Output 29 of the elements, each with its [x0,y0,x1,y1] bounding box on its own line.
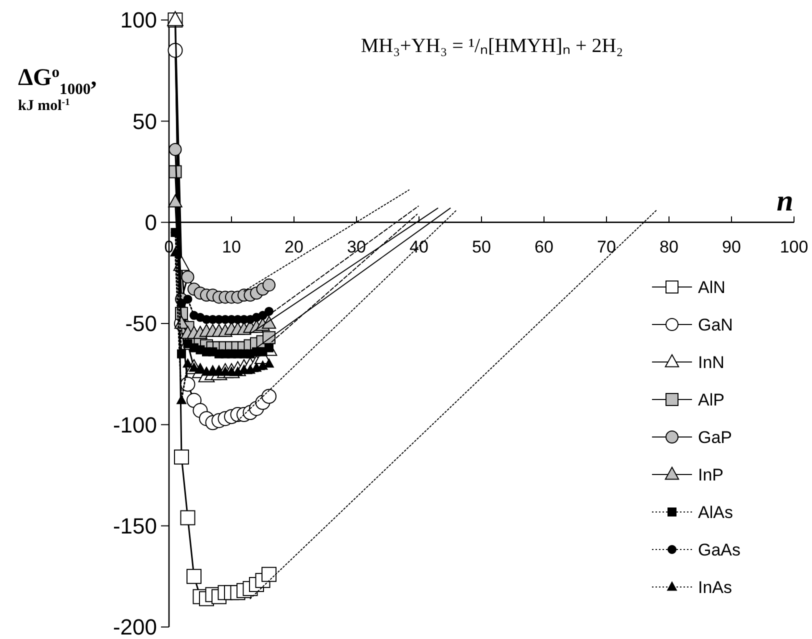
x-tick-label: 20 [284,237,304,256]
x-tick-label: 10 [222,237,241,256]
x-tick-label: 50 [472,237,491,256]
y-tick-label: 100 [120,8,157,33]
text: ΔG$^{o}$$_{1000}$, kJ mol$^{-1}$ [18,64,97,114]
legend-label: AlAs [698,502,733,522]
y-tick-label: 50 [132,108,157,134]
text: MH₃+YH₃ = ¹/ₙ[HMYH]ₙ + 2H₂ [360,35,624,57]
legend-label: GaP [698,428,732,447]
x-tick-label: 80 [660,237,678,256]
x-tick-label: 30 [347,237,366,256]
x-tick-label: 70 [597,237,616,256]
legend-label: InN [698,352,724,372]
x-axis-title: n [776,184,794,218]
x-tick-label: 60 [534,237,554,256]
y-tick-label: -100 [112,412,157,438]
legend-label: GaN [698,315,733,334]
legend-label: AlN [698,278,726,297]
x-tick-label: 90 [722,237,741,256]
legend-label: GaAs [698,540,741,560]
legend-label: InP [698,465,724,484]
y-tick-label: -150 [112,514,157,539]
legend-label: AlP [698,390,724,410]
x-tick-label: 40 [410,237,428,256]
y-tick-label: -50 [125,311,157,336]
y-tick-label: -200 [112,614,157,639]
y-tick-label: 0 [144,210,157,236]
legend-label: InAs [698,578,732,597]
x-tick-label: 100 [780,237,808,256]
